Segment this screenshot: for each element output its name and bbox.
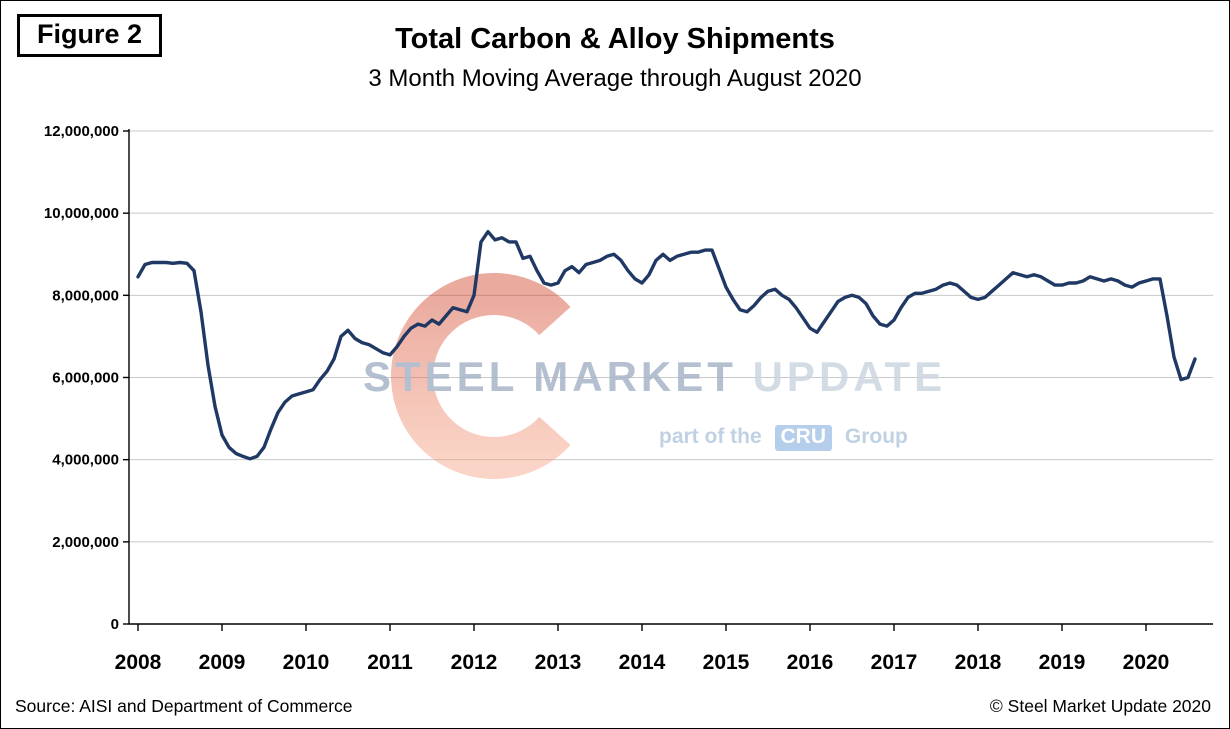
x-axis-label: 2016: [787, 651, 834, 674]
y-axis-label: 0: [111, 616, 119, 633]
watermark-update: UPDATE: [752, 353, 947, 400]
y-axis-label: 4,000,000: [52, 452, 119, 469]
tagline-prefix: part of the: [659, 425, 762, 448]
y-axis-label: 8,000,000: [52, 287, 119, 304]
copyright-note: © Steel Market Update 2020: [989, 696, 1211, 716]
x-axis-label: 2017: [871, 651, 918, 674]
x-axis-label: 2018: [955, 651, 1002, 674]
smu-logo-icon: [391, 273, 571, 479]
series-path: [136, 229, 1197, 461]
x-axis-label: 2020: [1123, 651, 1170, 674]
x-axis-label: 2012: [451, 651, 498, 674]
y-axis-label: 10,000,000: [44, 205, 119, 222]
x-axis-label: 2009: [199, 651, 246, 674]
chart-title: Total Carbon & Alloy Shipments: [395, 23, 835, 55]
x-axis-label: 2013: [535, 651, 582, 674]
watermark-brand: STEEL MARKET UPDATE: [363, 353, 946, 401]
figure-label: Figure 2: [17, 14, 163, 57]
watermark-tagline: part of the CRU Group: [659, 425, 908, 451]
chart-subtitle: 3 Month Moving Average through August 20…: [368, 65, 862, 92]
tagline-suffix: Group: [844, 425, 908, 448]
y-axis-label: 6,000,000: [52, 370, 119, 387]
x-axis-label: 2014: [619, 651, 666, 674]
x-axis-label: 2015: [703, 651, 750, 674]
x-axis-label: 2011: [367, 651, 413, 674]
smu-logo-crescent: [391, 273, 571, 479]
x-axis-label: 2008: [115, 651, 162, 674]
cru-badge: CRU: [774, 425, 833, 451]
x-axis-label: 2019: [1039, 651, 1086, 674]
y-axis-label: 2,000,000: [52, 534, 119, 551]
y-axis-label: 12,000,000: [44, 123, 119, 140]
x-axis-label: 2010: [283, 651, 330, 674]
watermark-market: MARKET: [533, 353, 737, 400]
watermark-steel: STEEL: [363, 353, 518, 400]
source-note: Source: AISI and Department of Commerce: [15, 696, 353, 716]
